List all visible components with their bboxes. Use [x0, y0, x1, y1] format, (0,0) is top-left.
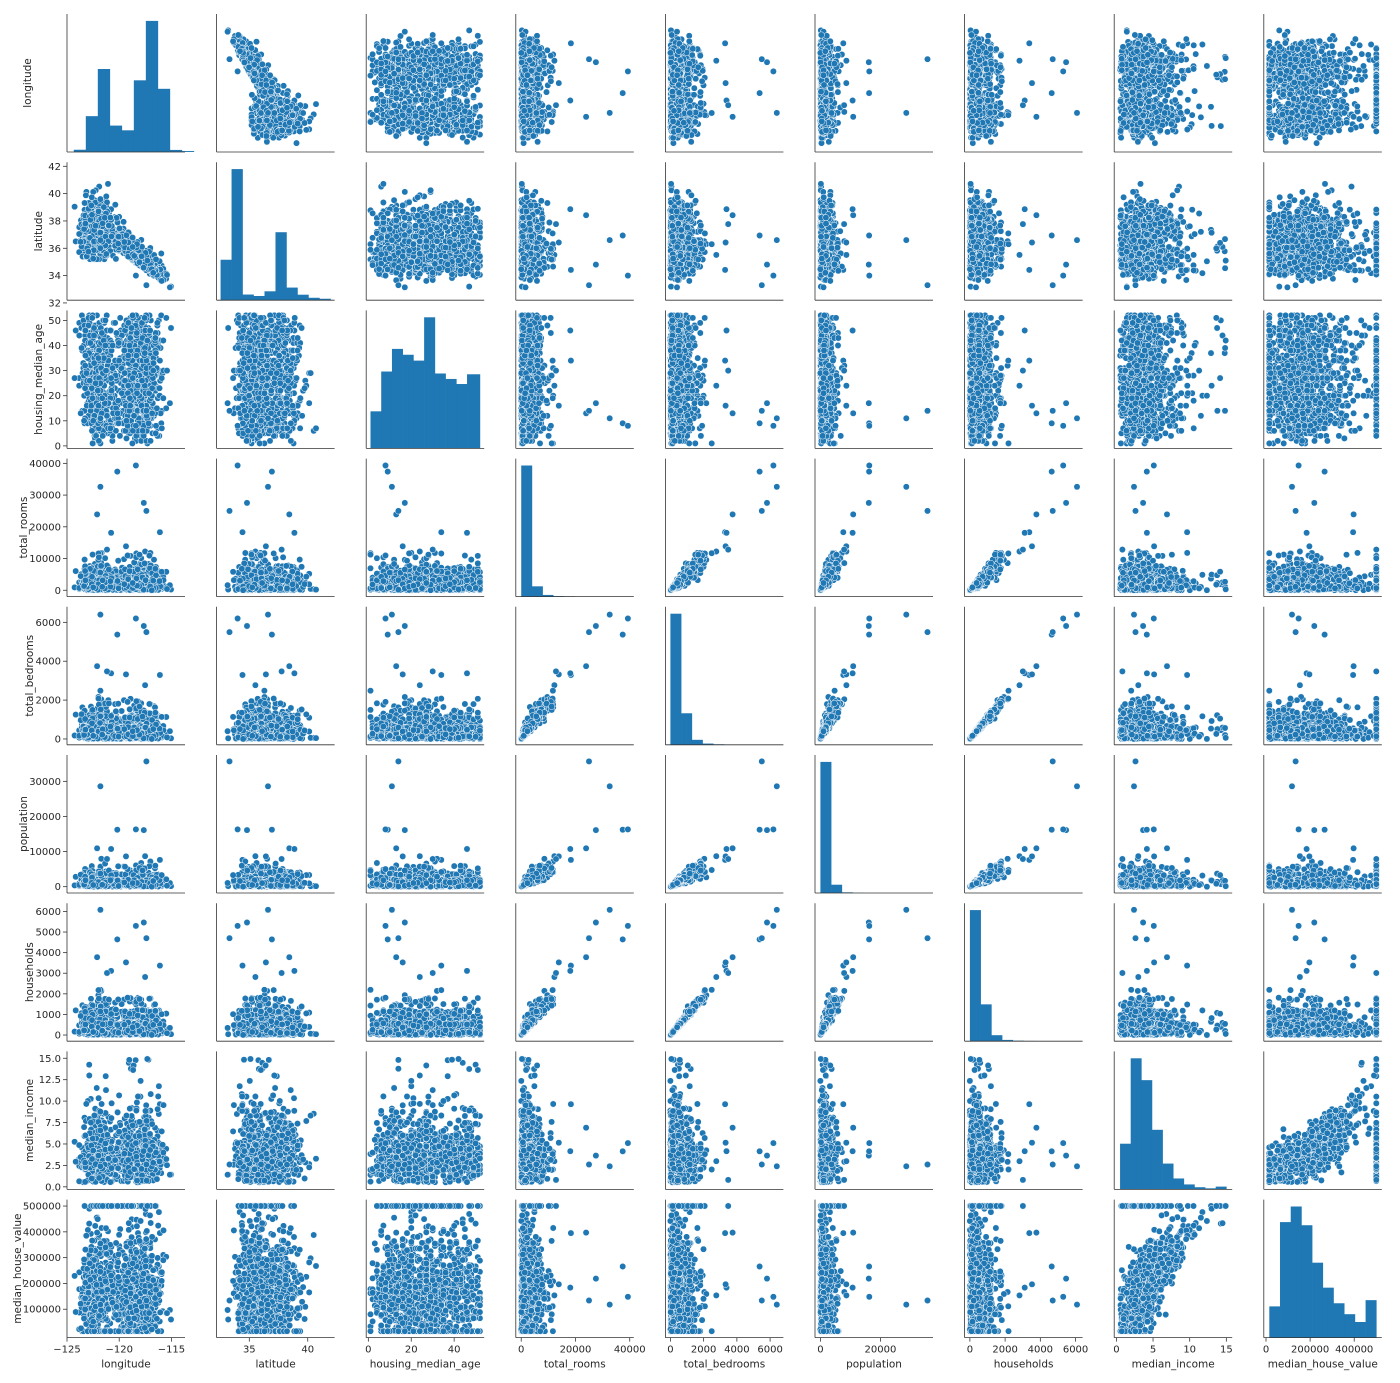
- scatter-point: [293, 140, 299, 146]
- hist-bar: [86, 116, 98, 152]
- scatter-point: [224, 29, 230, 35]
- hist-bar: [134, 80, 146, 152]
- scatter-point: [259, 61, 265, 67]
- panel-longitude-vs-longitude: longitude: [22, 14, 194, 152]
- scatter-point: [295, 120, 301, 126]
- scatter-point: [303, 127, 309, 133]
- scatter-point: [253, 103, 259, 109]
- scatter-point: [280, 83, 286, 89]
- hist-bar: [122, 130, 134, 152]
- scatter-point: [235, 32, 241, 38]
- scatter-point: [262, 89, 268, 95]
- scatter-point: [297, 128, 303, 134]
- hist-bar: [146, 21, 158, 152]
- scatter-point: [249, 92, 255, 98]
- scatter-point: [300, 110, 306, 116]
- scatter-point: [256, 117, 262, 123]
- hist-bar: [110, 126, 122, 152]
- pairplot-panels: longitude323436384042latitude01020304050…: [12, 14, 1382, 1371]
- panel-longitude-vs-latitude: [217, 14, 335, 152]
- scatter-point: [275, 87, 281, 93]
- y-axis-label: longitude: [22, 58, 34, 107]
- scatter-point: [263, 133, 269, 139]
- scatter-point: [253, 39, 259, 45]
- hist-bar: [98, 69, 110, 152]
- scatter-point: [264, 139, 270, 145]
- hist-bar: [158, 89, 170, 152]
